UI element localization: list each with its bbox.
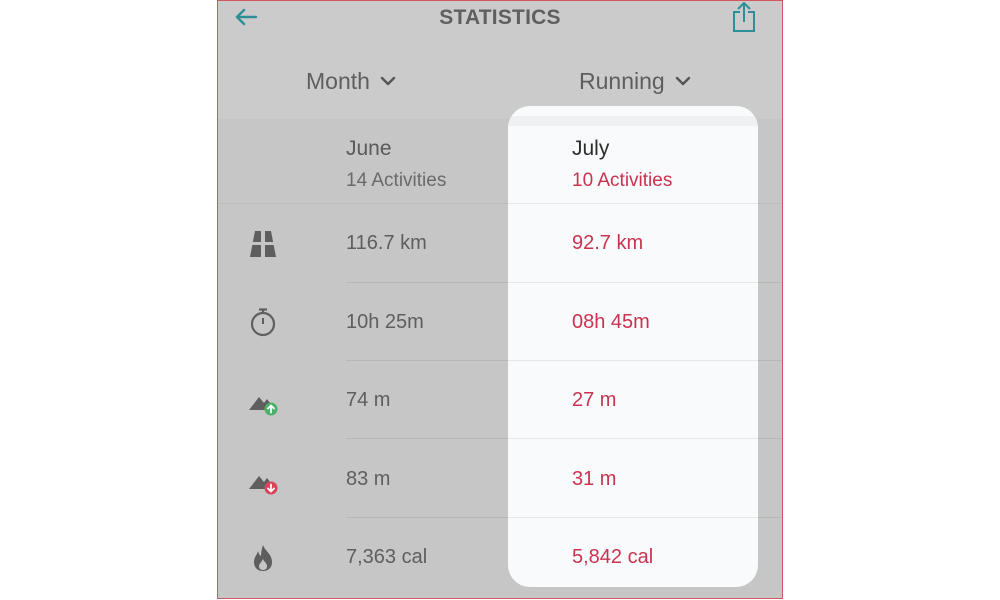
period-selector[interactable]: Month <box>306 68 396 95</box>
june-calories-value: 7,363 cal <box>346 546 428 568</box>
share-icon[interactable] <box>729 1 759 33</box>
page-title: STATISTICS <box>439 6 561 29</box>
period-selector-label: Month <box>306 68 370 94</box>
current-month-activities: 10 Activities <box>572 170 673 191</box>
previous-month-label: June <box>346 137 392 160</box>
divider <box>508 517 758 518</box>
divider <box>508 360 758 361</box>
june-elevation-loss-value: 83 m <box>346 468 391 490</box>
previous-month-activities: 14 Activities <box>346 170 447 191</box>
road-distance-icon <box>250 231 276 257</box>
sport-selector-label: Running <box>579 68 665 94</box>
chevron-down-icon <box>675 76 690 86</box>
current-month-column: July 10 Activities 92.7 km 08h 45m 27 m … <box>508 106 758 587</box>
statistics-screen: STATISTICS Month Running June 14 Activit… <box>217 0 783 599</box>
elevation-gain-icon <box>249 397 278 416</box>
divider <box>508 203 758 204</box>
june-distance-value: 116.7 km <box>346 232 427 254</box>
july-calories-value: 5,842 cal <box>572 546 654 568</box>
back-arrow-icon[interactable] <box>232 5 260 29</box>
july-distance-value: 92.7 km <box>572 232 644 254</box>
calories-flame-icon <box>254 545 272 571</box>
chevron-down-icon <box>380 76 396 86</box>
july-elevation-gain-value: 27 m <box>572 389 617 411</box>
current-month-label: July <box>572 137 610 160</box>
elevation-loss-icon <box>249 476 278 495</box>
june-duration-value: 10h 25m <box>346 311 424 333</box>
stopwatch-icon <box>250 308 276 337</box>
july-duration-value: 08h 45m <box>572 311 650 333</box>
divider <box>508 282 758 283</box>
header-bar: STATISTICS Month Running <box>218 1 782 119</box>
column-header-band <box>508 116 758 126</box>
july-elevation-loss-value: 31 m <box>572 468 617 490</box>
june-elevation-gain-value: 74 m <box>346 389 391 411</box>
sport-selector[interactable]: Running <box>579 68 691 95</box>
divider <box>508 438 758 439</box>
divider <box>218 203 782 204</box>
